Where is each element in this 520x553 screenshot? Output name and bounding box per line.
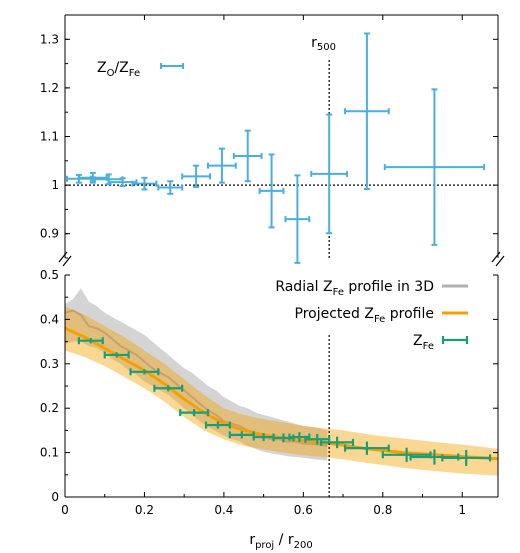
bottom-ytick-label: 0.1 [40, 446, 59, 460]
legend-zfe-sub: Fe [423, 341, 434, 352]
legend-projected-post: profile [385, 306, 434, 322]
legend-zfe-pre: Z [413, 333, 423, 349]
axis-breaks [58, 251, 505, 267]
bottom-xtick-label: 0.6 [294, 503, 313, 517]
axis-break-mark [62, 255, 72, 267]
xlabel-r: r [249, 532, 255, 548]
legend-slash: /Z [114, 60, 128, 76]
axis-break-mark [495, 255, 505, 267]
legend-radial-pre: Radial Z [275, 279, 332, 295]
legend-radial-label: Radial ZFe profile in 3D [275, 279, 434, 298]
legend-radial-post: profile in 3D [344, 279, 434, 295]
legend-radial-sub: Fe [333, 287, 344, 298]
top-errorbar-point [77, 171, 108, 184]
legend-sub-o: O [107, 68, 115, 79]
legend-sub-fe: Fe [129, 68, 140, 79]
zfe-errorbar-point [343, 441, 390, 455]
r500-main: r [311, 35, 317, 51]
zfe-errorbar-point [77, 337, 104, 345]
radial-band [65, 288, 328, 461]
legend-projected-label: Projected ZFe profile [295, 306, 434, 325]
top-ytick-label: 1 [51, 178, 59, 192]
top-ytick-label: 1.1 [40, 130, 59, 144]
legend-zfe-label: ZFe [413, 333, 434, 352]
zfe-errorbar-point [320, 436, 355, 449]
bottom-xtick-label: 0 [61, 503, 69, 517]
axis-break-mark [491, 251, 501, 263]
top-ytick-label: 1.2 [40, 81, 59, 95]
legend-projected-pre: Projected Z [295, 306, 374, 322]
top-errorbar-point [310, 113, 349, 235]
zfe-errorbar-point [103, 351, 130, 359]
top-errorbar-point [284, 174, 311, 264]
top-errorbar-point [232, 129, 263, 183]
top-errorbar-point [383, 88, 486, 246]
top-legend: ZO/ZFe [97, 60, 184, 79]
top-ytick-label: 0.9 [40, 227, 59, 241]
bottom-ytick-label: 0.2 [40, 401, 59, 415]
top-errorbar-point [181, 164, 211, 189]
top-ytick-label: 1.3 [40, 32, 59, 46]
bottom-xtick-label: 0.4 [214, 503, 233, 517]
bottom-ytick-label: 0.4 [40, 312, 59, 326]
xlabel-sub-proj: proj [255, 540, 274, 551]
bottom-xtick-label: 0.2 [135, 503, 154, 517]
xlabel-slash: / r [274, 532, 294, 548]
zfe-errorbar-point [304, 433, 331, 445]
legend-projected-sub: Fe [374, 314, 385, 325]
zfe-errorbar-point [153, 384, 184, 392]
top-errorbar-point [258, 153, 285, 229]
axis-break-mark [58, 251, 68, 263]
top-errorbar-point [207, 147, 237, 184]
top-legend-label: ZO/ZFe [97, 60, 140, 79]
zfe-errorbar-point [441, 449, 492, 466]
bottom-ytick-label: 0 [51, 490, 59, 504]
top-errorbar-point [344, 32, 390, 190]
zfe-errorbar-point [129, 368, 160, 376]
legend-z: Z [97, 60, 107, 76]
bottom-ytick-label: 0.3 [40, 357, 59, 371]
r500-sub: 500 [317, 42, 336, 53]
top-errorbar-point [131, 176, 158, 191]
x-axis-label: rproj / r200 [249, 532, 312, 551]
top-panel: 0.9 1 1.1 1.2 1.3 r500 ZO/ZFe [40, 14, 499, 264]
bottom-ytick-label: 0.5 [40, 268, 59, 282]
bottom-xtick-label: 1 [458, 503, 466, 517]
zfe-errorbar-point [204, 421, 231, 429]
top-errorbar-point [157, 180, 184, 195]
top-r500-label: r500 [311, 35, 336, 53]
xlabel-sub-200: 200 [294, 540, 313, 551]
zfe-errorbar-point [179, 409, 210, 417]
bottom-xtick-label: 0.8 [373, 503, 392, 517]
